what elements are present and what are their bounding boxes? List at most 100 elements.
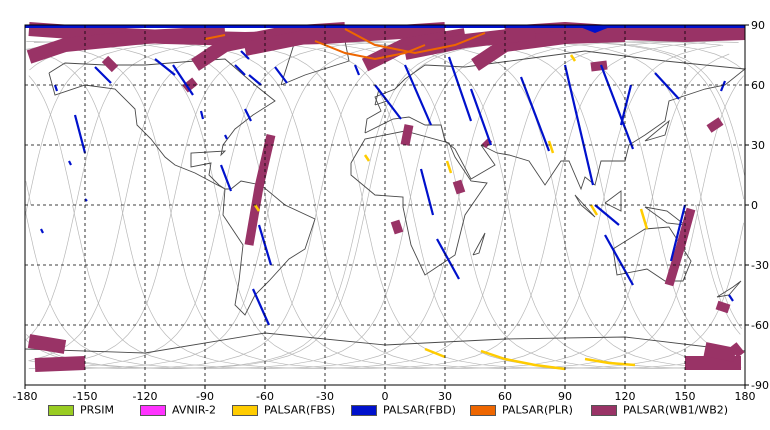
fbd-swath: [240, 50, 250, 60]
x-tick-label: -30: [316, 390, 334, 403]
coastline: [350, 130, 488, 276]
wb-swath: [400, 124, 414, 146]
legend-swatch-palsar-fbd: [351, 404, 377, 416]
coastline: [604, 190, 622, 212]
fbd-swath: [669, 204, 687, 262]
orbit-track: [25, 41, 730, 369]
wb-swath: [481, 137, 493, 149]
coastline: [644, 119, 670, 142]
legend-item-palsar-fbd: PALSAR(FBD): [351, 403, 456, 417]
fbd-swath: [234, 64, 246, 76]
fbs-swath: [363, 154, 371, 162]
orbit-track: [26, 41, 706, 369]
fbs-swath: [584, 357, 636, 367]
fbd-swath: [403, 64, 433, 126]
orbit-track: [28, 41, 709, 369]
orbit-track: [26, 41, 724, 369]
legend-label-palsar-fbd: PALSAR(FBD): [383, 403, 456, 417]
fbd-swath: [436, 238, 460, 280]
fbs-swath: [547, 140, 555, 154]
x-tick-label: -60: [256, 390, 274, 403]
legend-item-avnir-2: AVNIR-2: [140, 403, 216, 417]
x-tick-label: 180: [735, 390, 756, 403]
legend-label-prsim: PRSIM: [80, 403, 114, 417]
fbd-swath: [199, 110, 205, 120]
wb-swath: [244, 133, 276, 246]
wb-swath: [34, 356, 86, 372]
legend-item-palsar-wb1-wb2: PALSAR(WB1/WB2): [591, 403, 728, 417]
fbd-swath: [519, 76, 551, 152]
y-tick-label: -60: [751, 319, 769, 332]
fbd-swath: [154, 58, 176, 76]
plr-swath: [344, 28, 486, 55]
x-tick-label: 120: [615, 390, 636, 403]
fbd-swath: [619, 84, 633, 126]
orbit-track: [25, 41, 745, 369]
fbs-swath: [569, 54, 577, 62]
fbd-swath: [374, 84, 402, 120]
fbd-swath: [599, 64, 635, 150]
orbit-track: [25, 41, 744, 369]
fbd-swath: [604, 234, 634, 286]
wb-swath: [26, 26, 226, 64]
fbd-swath: [575, 25, 615, 33]
x-tick-label: 90: [558, 390, 572, 403]
coastline: [716, 280, 742, 298]
fbd-swath: [728, 294, 734, 302]
fbs-swath: [480, 349, 566, 371]
wb-swath: [590, 60, 608, 72]
x-tick-label: -90: [196, 390, 214, 403]
x-tick-label: -150: [73, 390, 98, 403]
x-tick-label: -180: [13, 390, 38, 403]
fbd-swath: [68, 160, 72, 166]
fbd-swath: [219, 164, 233, 192]
fbd-swath: [53, 84, 59, 92]
orbit-track: [51, 41, 739, 369]
coastline: [472, 232, 486, 256]
plr-swath: [204, 34, 226, 40]
fbd-swath: [419, 168, 435, 216]
wb-swath: [101, 55, 119, 73]
fbd-swath: [224, 134, 228, 140]
legend-swatch-palsar-plr: [470, 404, 496, 416]
x-tick-label: 0: [382, 390, 389, 403]
fbd-swath: [251, 288, 271, 326]
legend-label-palsar-wb1-wb2: PALSAR(WB1/WB2): [623, 403, 729, 417]
legend-item-palsar-fbs: PALSAR(FBS): [232, 403, 335, 417]
x-tick-label: 60: [498, 390, 512, 403]
fbs-swath: [639, 208, 649, 230]
x-tick-label: 30: [438, 390, 452, 403]
x-tick-label: -120: [133, 390, 158, 403]
plr-swath: [314, 40, 426, 61]
legend-swatch-prsim: [48, 404, 74, 416]
y-tick-label: 60: [751, 79, 765, 92]
legend-label-palsar-plr: PALSAR(PLR): [502, 403, 573, 417]
legend-item-prsim: PRSIM: [48, 403, 114, 417]
fbd-swath: [447, 56, 473, 122]
fbd-swath: [719, 80, 727, 92]
y-tick-label: -90: [751, 379, 769, 392]
x-tick-label: 150: [675, 390, 696, 403]
coastline: [222, 180, 316, 316]
wb-swath: [27, 334, 67, 354]
legend-label-avnir-2: AVNIR-2: [172, 403, 216, 417]
coastline: [574, 194, 596, 218]
fbd-swath: [94, 66, 112, 84]
fbd-swath: [257, 224, 273, 266]
legend: PRSIM AVNIR-2 PALSAR(FBS) PALSAR(FBD) PA…: [0, 400, 770, 420]
wb-swath: [729, 342, 745, 358]
fbd-swath: [563, 64, 595, 186]
fbd-swath: [274, 66, 288, 84]
legend-swatch-palsar-fbs: [232, 404, 258, 416]
fbd-swath: [654, 72, 680, 100]
legend-swatch-avnir-2: [140, 404, 166, 416]
fbd-swath: [244, 108, 252, 122]
y-tick-label: 30: [751, 139, 765, 152]
y-tick-label: -30: [751, 259, 769, 272]
map-grid: [25, 25, 745, 385]
fbd-swath: [594, 204, 620, 226]
axis-ticks: -180 -150 -120 -90 -60 -30 0 30 60 90 120 150 180 90 6…: [13, 19, 769, 403]
orbit-tracks: [24, 41, 745, 369]
fbd-swath: [353, 64, 361, 76]
fbs-swath: [445, 160, 453, 174]
